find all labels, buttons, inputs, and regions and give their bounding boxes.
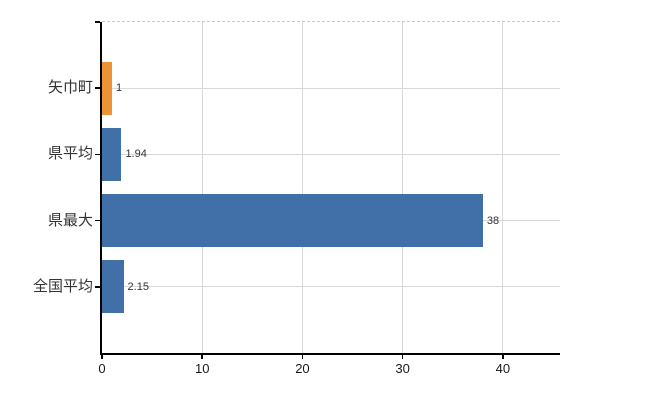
category-label: 矢巾町 (47, 79, 93, 97)
y-tick (95, 286, 100, 288)
category-label: 県平均 (47, 145, 93, 163)
y-axis-line (100, 22, 102, 353)
x-tick-label: 0 (98, 361, 106, 376)
value-label: 38 (486, 214, 500, 227)
v-gridline (402, 22, 404, 353)
x-axis-line (100, 353, 560, 355)
v-gridline (301, 22, 303, 353)
v-gridline (201, 22, 203, 353)
x-tick-label: 20 (295, 361, 310, 376)
value-label: 1.94 (125, 148, 147, 161)
h-gridline (102, 87, 560, 89)
x-tick (201, 355, 203, 359)
y-tick (95, 21, 100, 23)
h-gridline (102, 153, 560, 155)
x-tick (401, 355, 404, 359)
h-gridline (102, 286, 560, 288)
bar[interactable] (102, 61, 113, 115)
x-tick-label: 30 (395, 361, 410, 376)
value-label: 2.15 (127, 280, 149, 293)
v-gridline (502, 22, 504, 353)
bar[interactable] (102, 194, 483, 248)
y-tick (95, 153, 100, 156)
x-tick (101, 355, 103, 359)
y-tick (95, 87, 100, 89)
x-tick (502, 355, 504, 359)
x-tick (301, 355, 304, 359)
x-tick-label: 40 (495, 361, 511, 376)
value-label: 1 (116, 82, 123, 95)
category-label: 県最大 (47, 211, 93, 229)
x-tick-label: 10 (194, 361, 210, 376)
bar[interactable] (102, 260, 124, 314)
category-label: 全国平均 (32, 277, 93, 295)
y-tick (95, 219, 100, 222)
bar[interactable] (102, 127, 122, 181)
plot-top-border (102, 21, 560, 22)
